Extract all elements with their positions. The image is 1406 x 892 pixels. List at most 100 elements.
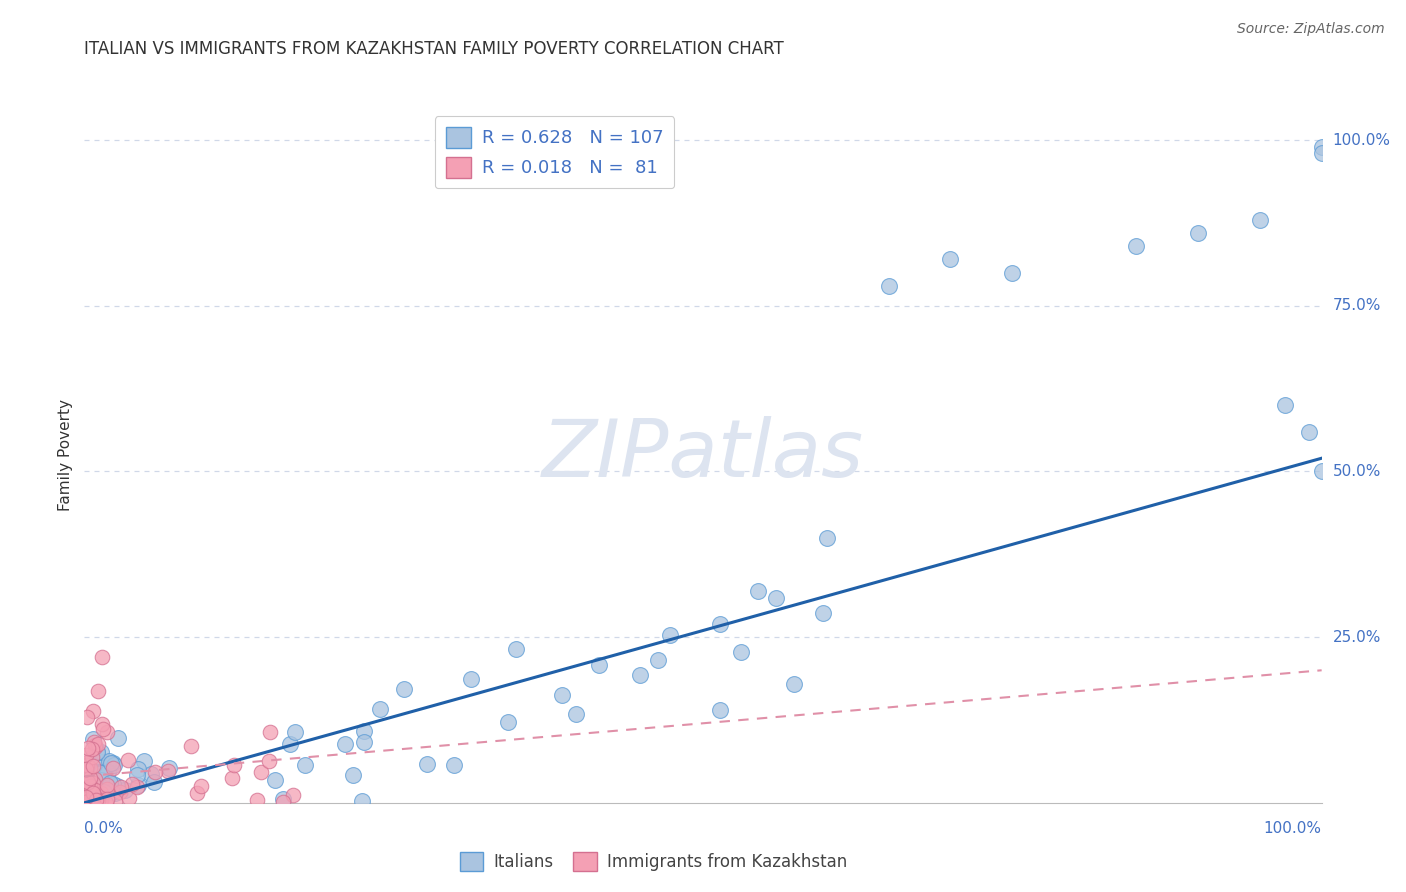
- Point: [75, 748, 97, 763]
- Point: [127, 778, 149, 792]
- Point: [90, 765, 112, 780]
- Point: [415, 757, 437, 772]
- Point: [94, 778, 117, 792]
- Point: [96, 796, 118, 810]
- Text: 50.0%: 50.0%: [1333, 464, 1381, 479]
- Text: Source: ZipAtlas.com: Source: ZipAtlas.com: [1237, 22, 1385, 37]
- Point: [84, 793, 107, 807]
- Point: [747, 584, 769, 599]
- Point: [76, 709, 98, 723]
- Point: [628, 667, 651, 681]
- Point: [98, 776, 121, 790]
- Point: [353, 723, 375, 738]
- Point: [82, 759, 104, 773]
- Point: [1187, 226, 1209, 240]
- Point: [783, 677, 806, 691]
- Point: [647, 653, 669, 667]
- Point: [284, 724, 307, 739]
- Text: 75.0%: 75.0%: [1333, 298, 1381, 313]
- Point: [76, 791, 98, 805]
- Point: [127, 768, 149, 782]
- Point: [96, 725, 118, 739]
- Point: [1298, 425, 1320, 439]
- Point: [75, 756, 97, 770]
- Point: [877, 279, 900, 293]
- Point: [394, 682, 416, 697]
- Point: [709, 617, 731, 632]
- Point: [75, 789, 97, 803]
- Point: [83, 782, 105, 797]
- Point: [96, 782, 118, 797]
- Point: [83, 791, 105, 805]
- Point: [82, 732, 104, 747]
- Point: [79, 783, 101, 797]
- Point: [83, 772, 105, 786]
- Point: [91, 755, 114, 769]
- Point: [98, 754, 121, 768]
- Point: [75, 782, 97, 797]
- Point: [271, 792, 294, 806]
- Point: [939, 252, 962, 267]
- Point: [87, 793, 110, 807]
- Point: [86, 785, 108, 799]
- Point: [76, 777, 98, 791]
- Point: [110, 783, 132, 797]
- Point: [77, 741, 100, 756]
- Point: [83, 789, 105, 804]
- Point: [1001, 266, 1024, 280]
- Point: [101, 785, 124, 799]
- Point: [80, 792, 103, 806]
- Point: [82, 704, 104, 718]
- Point: [84, 738, 107, 752]
- Point: [90, 793, 112, 807]
- Point: [77, 792, 100, 806]
- Point: [97, 765, 120, 780]
- Point: [82, 785, 104, 799]
- Point: [75, 769, 97, 783]
- Point: [90, 745, 112, 759]
- Point: [90, 717, 112, 731]
- Text: ITALIAN VS IMMIGRANTS FROM KAZAKHSTAN FAMILY POVERTY CORRELATION CHART: ITALIAN VS IMMIGRANTS FROM KAZAKHSTAN FA…: [84, 40, 785, 58]
- Point: [75, 768, 97, 782]
- Point: [75, 762, 97, 776]
- Point: [87, 782, 110, 797]
- Point: [103, 761, 125, 775]
- Point: [100, 756, 122, 770]
- Point: [79, 769, 101, 783]
- Point: [179, 739, 201, 753]
- Point: [551, 689, 574, 703]
- Point: [87, 684, 110, 698]
- Point: [104, 794, 127, 808]
- Point: [75, 795, 97, 809]
- Point: [143, 764, 166, 779]
- Point: [110, 785, 132, 799]
- Point: [83, 735, 105, 749]
- Point: [443, 757, 465, 772]
- Point: [132, 754, 155, 768]
- Point: [460, 673, 482, 687]
- Point: [221, 771, 243, 785]
- Point: [142, 775, 165, 789]
- Point: [271, 795, 294, 809]
- Point: [190, 779, 212, 793]
- Point: [84, 791, 107, 805]
- Point: [86, 745, 108, 759]
- Point: [83, 772, 105, 786]
- Point: [84, 790, 107, 805]
- Point: [83, 793, 105, 807]
- Text: 25.0%: 25.0%: [1333, 630, 1381, 645]
- Point: [121, 777, 143, 791]
- Point: [75, 791, 97, 805]
- Point: [250, 764, 273, 779]
- Point: [82, 786, 104, 800]
- Point: [89, 769, 111, 783]
- Point: [87, 737, 110, 751]
- Point: [101, 777, 124, 791]
- Point: [87, 782, 110, 797]
- Point: [76, 780, 98, 795]
- Point: [87, 786, 110, 800]
- Point: [90, 786, 112, 800]
- Point: [82, 793, 104, 807]
- Point: [1125, 239, 1147, 253]
- Point: [76, 784, 98, 798]
